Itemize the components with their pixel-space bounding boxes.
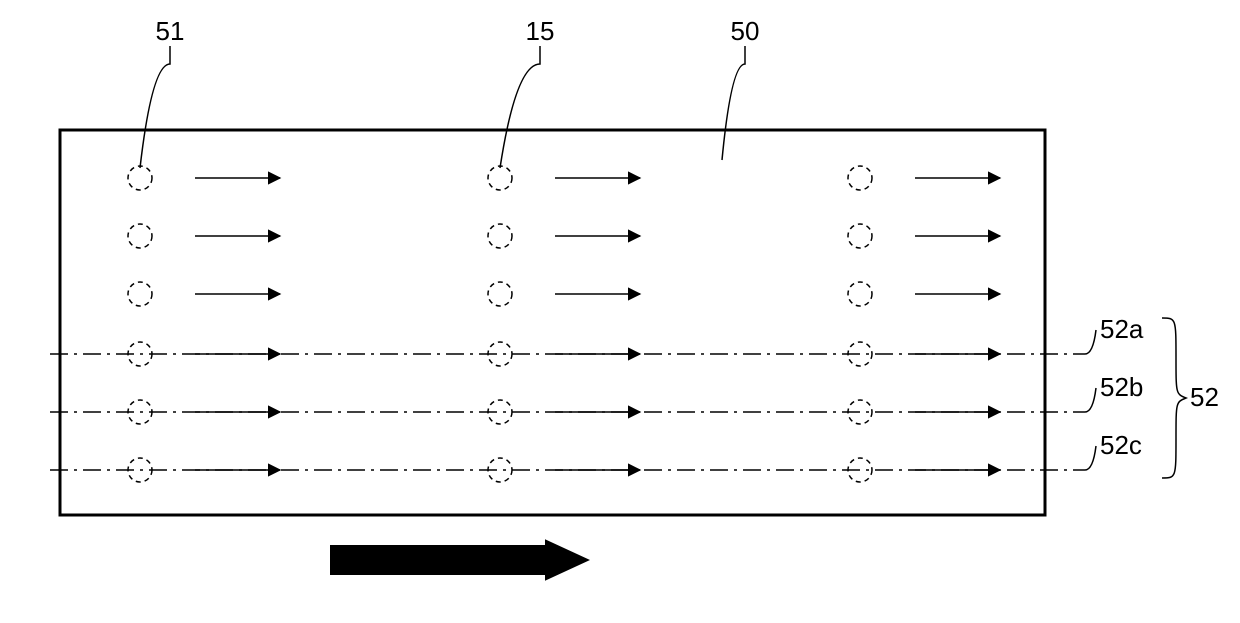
label-top-0: 51 [156,16,185,46]
label-top-2: 50 [731,16,760,46]
label-right-0: 52a [1100,314,1144,344]
node-1-1 [488,224,512,248]
outer-box [60,130,1045,515]
label-right-1: 52b [1100,372,1143,402]
diagram-canvas: 51 15 50 52a 52b 52c 52 [0,0,1240,623]
direction-arrow [330,539,590,581]
label-top-1: 15 [526,16,555,46]
node-1-2 [848,224,872,248]
leader-top-0 [140,46,170,168]
node-2-2 [848,282,872,306]
node-2-1 [488,282,512,306]
leader-right-1 [1085,388,1096,412]
label-52: 52 [1190,382,1219,412]
brace-52 [1162,318,1186,478]
leader-right-2 [1085,446,1096,470]
node-0-2 [848,166,872,190]
leader-right-0 [1085,330,1096,354]
node-0-0 [128,166,152,190]
node-0-1 [488,166,512,190]
label-right-2: 52c [1100,430,1142,460]
leader-top-1 [500,46,540,168]
leader-top-2 [722,46,745,160]
node-1-0 [128,224,152,248]
node-2-0 [128,282,152,306]
